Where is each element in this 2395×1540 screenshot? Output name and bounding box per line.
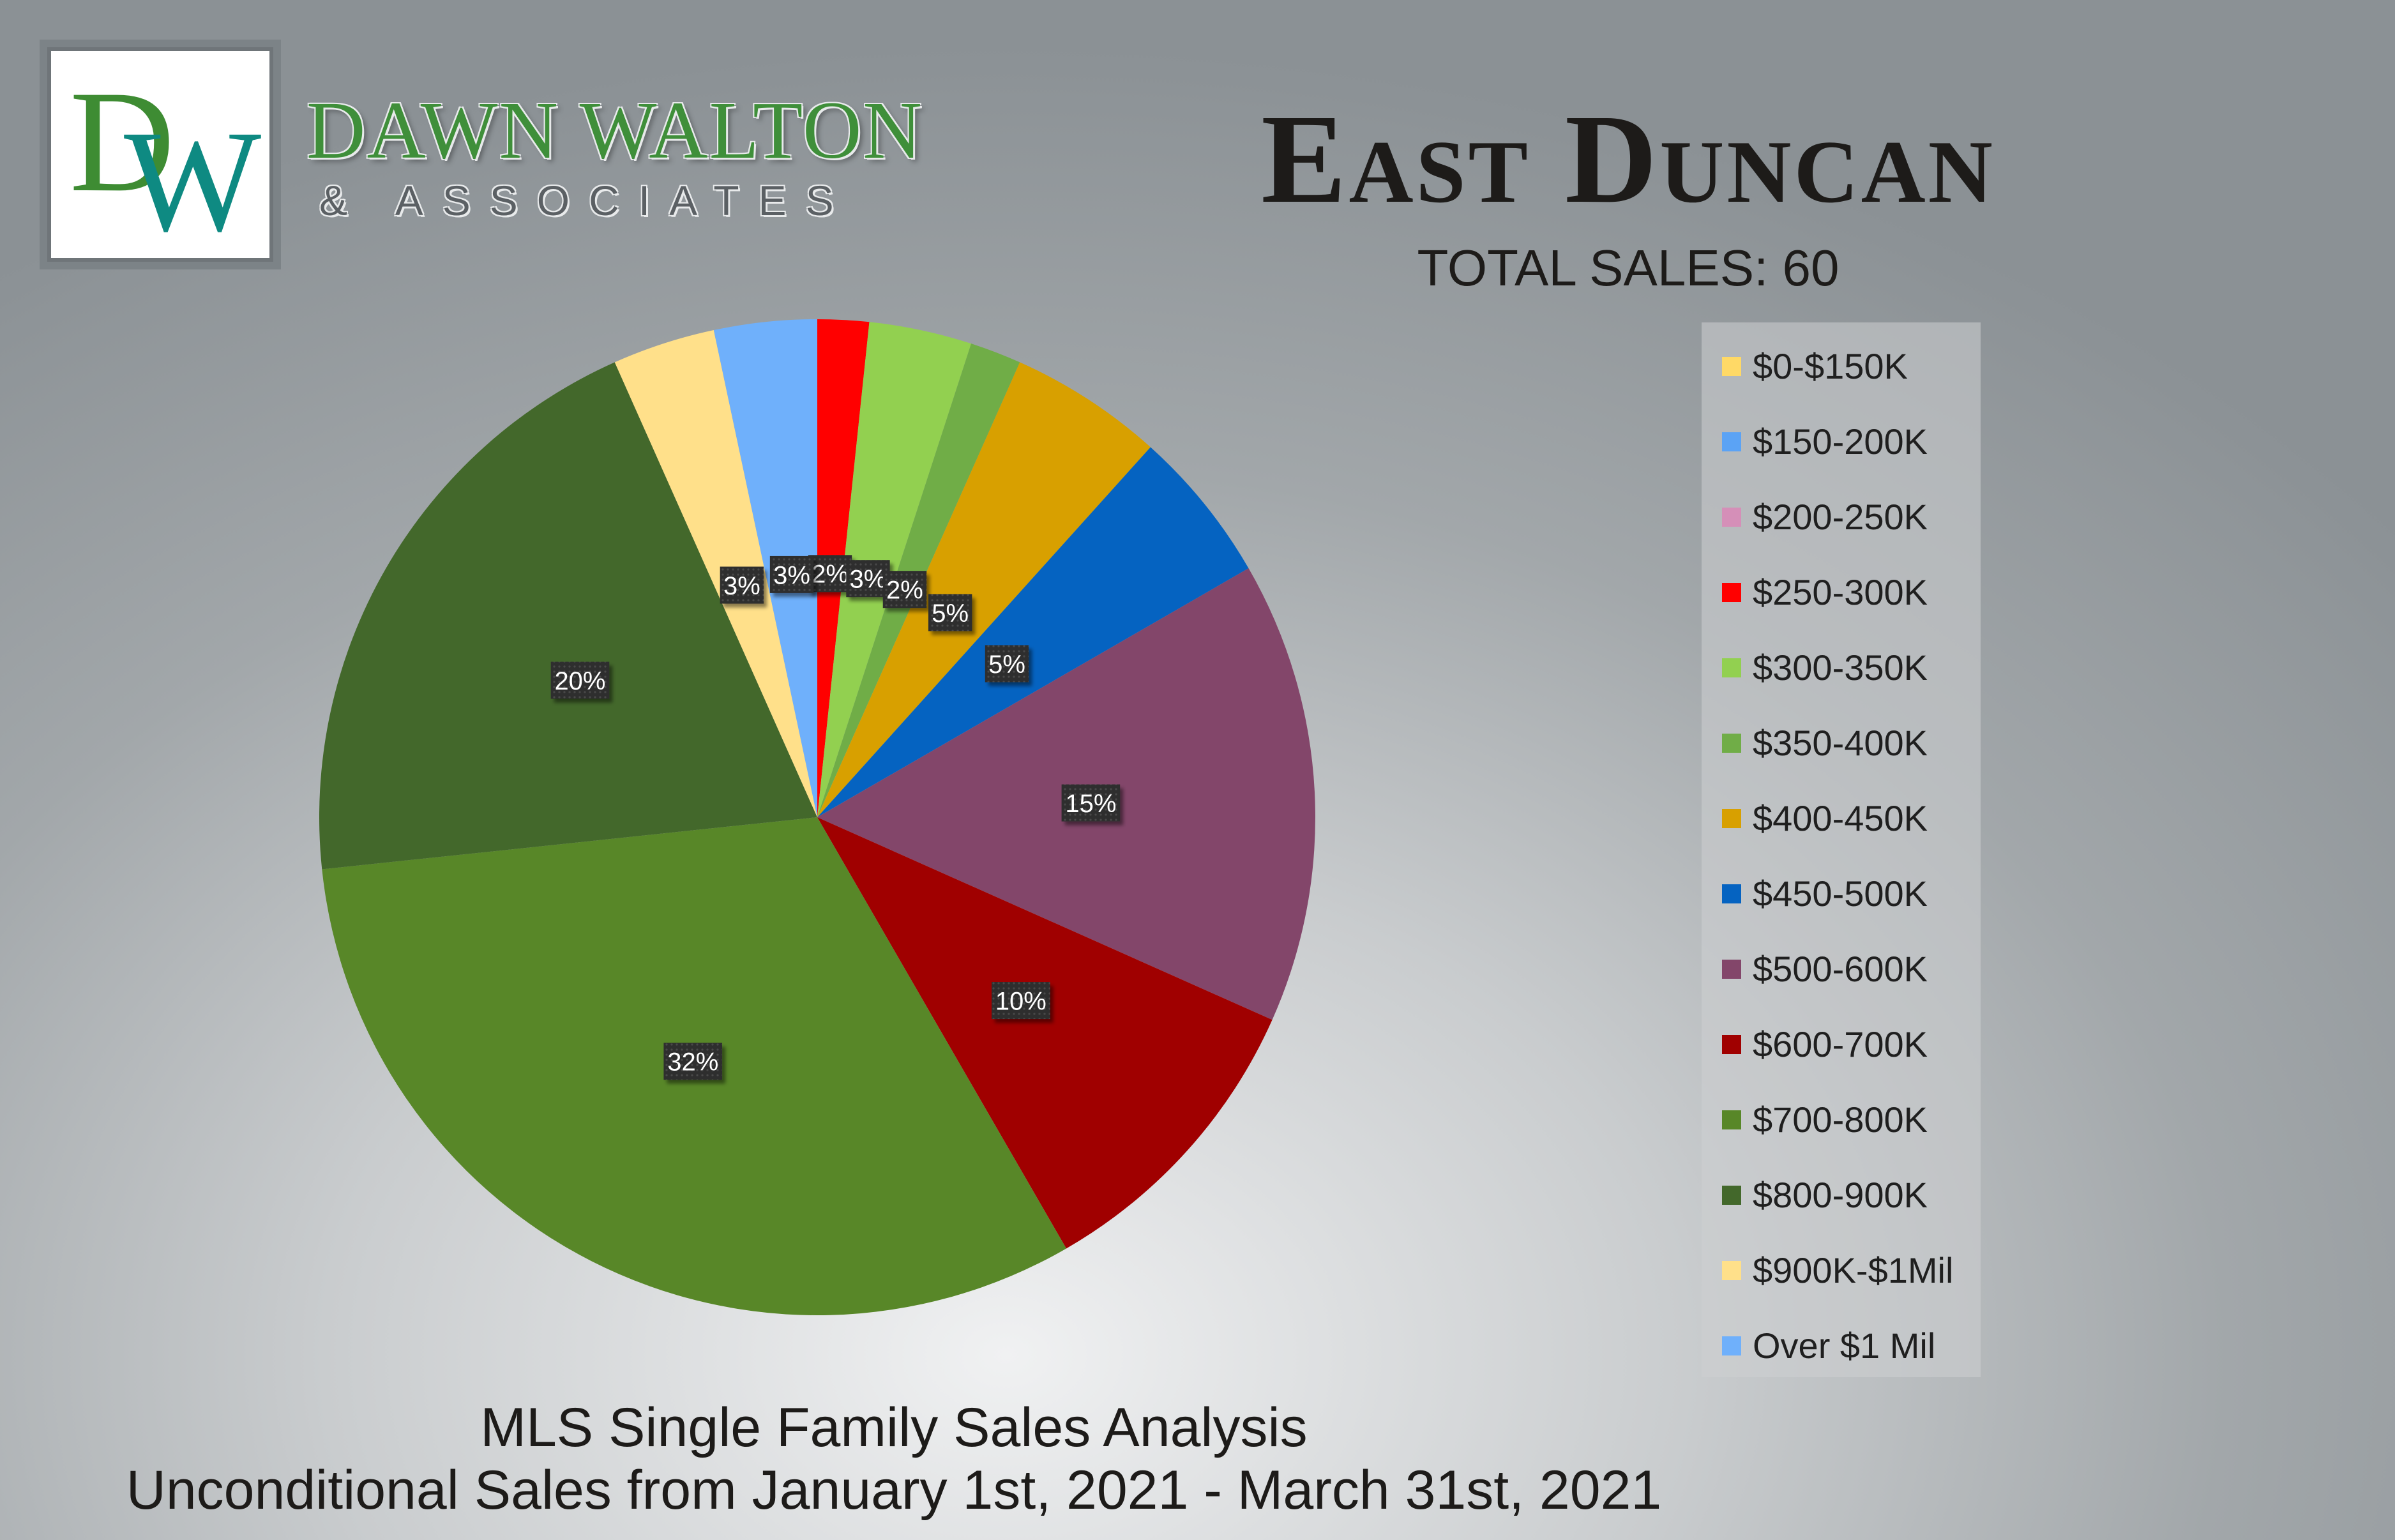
data-label-text: 5% [988,651,1025,679]
data-label-box [808,555,852,593]
pie-slice-over-1-mil [713,319,817,817]
logo-frame: D W [47,47,273,262]
logo-letter-w: W [124,101,261,258]
pie-data-labels: 2% 3% 2%5%5%15%10%32%20%3% 3% [550,555,1121,1080]
legend-label: $600-700K [1753,1024,1928,1064]
legend-swatch [1722,960,1741,979]
legend-swatch [1722,432,1741,451]
legend: $0-$150K $150-200K $200-250K $250-300K $300-… [1702,322,1981,1377]
legend-item-900k-1mil: $900K-$1Mil [1702,1243,1981,1318]
legend-swatch [1722,658,1741,677]
data-label-450-500k: 5% [985,645,1029,683]
legend-item-700-800k: $700-800K [1702,1092,1981,1168]
pie-slice-450-500k [817,447,1249,817]
legend-item-150-200k: $150-200K [1702,414,1981,490]
legend-item-450-500k: $450-500K [1702,866,1981,942]
data-label-250-300k: 2% [808,555,852,593]
data-label-box [846,560,890,598]
legend-label: $150-200K [1753,421,1928,462]
legend-item-0-150k: $0-$150K [1702,339,1981,414]
data-label-box [663,1043,723,1080]
legend-label: $0-$150K [1753,346,1908,386]
legend-label: $500-600K [1753,949,1928,989]
legend-swatch [1722,357,1741,376]
data-label-600-700k: 10% [992,982,1050,1020]
legend-item-600-700k: $600-700K [1702,1017,1981,1092]
legend-label: $800-900K [1753,1175,1928,1215]
pie-slice-600-700k [817,817,1273,1249]
pie-slices [319,319,1315,1316]
data-label-300-350k: 3% [846,560,890,598]
data-label-400-450k: 5% [928,594,972,631]
pie-slice-300-350k [817,322,972,817]
legend-item-800-900k: $800-900K [1702,1168,1981,1243]
total-sales: TOTAL SALES: 60 [1417,239,1840,296]
footer-title: MLS Single Family Sales Analysis [480,1397,1308,1458]
legend-label: $200-250K [1753,497,1928,537]
legend-swatch [1722,1035,1741,1054]
legend-item-200-250k: $200-250K [1702,490,1981,565]
data-label-box [769,555,814,593]
logo-letter-d: D [70,61,175,222]
legend-swatch [1722,1110,1741,1129]
dw-monogram-icon: D W [70,61,261,258]
legend-label: $900K-$1Mil [1753,1250,1954,1290]
data-label-box [992,982,1050,1020]
data-label-box [985,645,1029,683]
legend-label: $300-350K [1753,647,1928,688]
data-label-500-600k: 15% [1061,784,1121,822]
data-label-box [928,594,972,631]
legend-label: $700-800K [1753,1099,1928,1140]
legend-label: $250-300K [1753,572,1928,612]
legend-item-400-450k: $400-450K [1702,791,1981,866]
legend-item-250-300k: $250-300K [1702,565,1981,640]
pie-slice-900k-1mil [614,330,817,817]
data-label-350-400k: 2% [882,571,927,608]
brand-subtitle: & ASSOCIATES [319,177,853,224]
pie-slice-400-450k [817,362,1151,817]
legend-label: $450-500K [1753,873,1928,914]
data-label-800-900k: 20% [550,661,610,699]
legend-item-300-350k: $300-350K [1702,640,1981,716]
logo: D W [40,40,281,269]
data-label-900k-1mil: 3% [720,566,764,604]
data-label-over-1-mil: 3% [769,555,814,593]
data-label-text: 5% [932,600,969,628]
data-label-text: 3% [773,561,810,589]
data-label-700-800k: 32% [663,1043,723,1080]
data-label-text: 10% [995,987,1046,1015]
data-label-text: 2% [812,561,849,589]
footer-date-range: Unconditional Sales from January 1st, 20… [126,1460,1662,1521]
data-label-text: 3% [723,572,760,600]
legend-swatch [1722,734,1741,753]
legend-swatch [1722,583,1741,602]
data-label-box [550,661,610,699]
data-label-text: 3% [850,566,887,594]
legend-item-500-600k: $500-600K [1702,942,1981,1017]
pie-slice-800-900k [319,362,817,870]
data-label-box [882,571,927,608]
data-label-text: 2% [886,577,923,605]
brand-name: DAWN WALTON [306,85,923,176]
data-label-text: 32% [667,1048,718,1076]
legend-swatch [1722,508,1741,527]
legend-item-350-400k: $350-400K [1702,716,1981,791]
brand-wordmark: DAWN WALTON & ASSOCIATES [306,89,945,225]
legend-label: $400-450K [1753,798,1928,838]
data-label-box [1061,784,1121,822]
legend-label: $350-400K [1753,723,1928,763]
legend-swatch [1722,1261,1741,1280]
data-label-text: 20% [554,667,605,695]
legend-swatch [1722,884,1741,903]
chart-title: East Duncan [1261,89,1995,230]
legend-swatch [1722,809,1741,828]
legend-label: Over $1 Mil [1753,1325,1936,1366]
data-label-box [720,566,764,604]
legend-swatch [1722,1336,1741,1355]
legend-swatch [1722,1186,1741,1205]
data-label-text: 15% [1065,790,1116,818]
legend-item-over-1-mil: Over $1 Mil [1702,1318,1981,1394]
